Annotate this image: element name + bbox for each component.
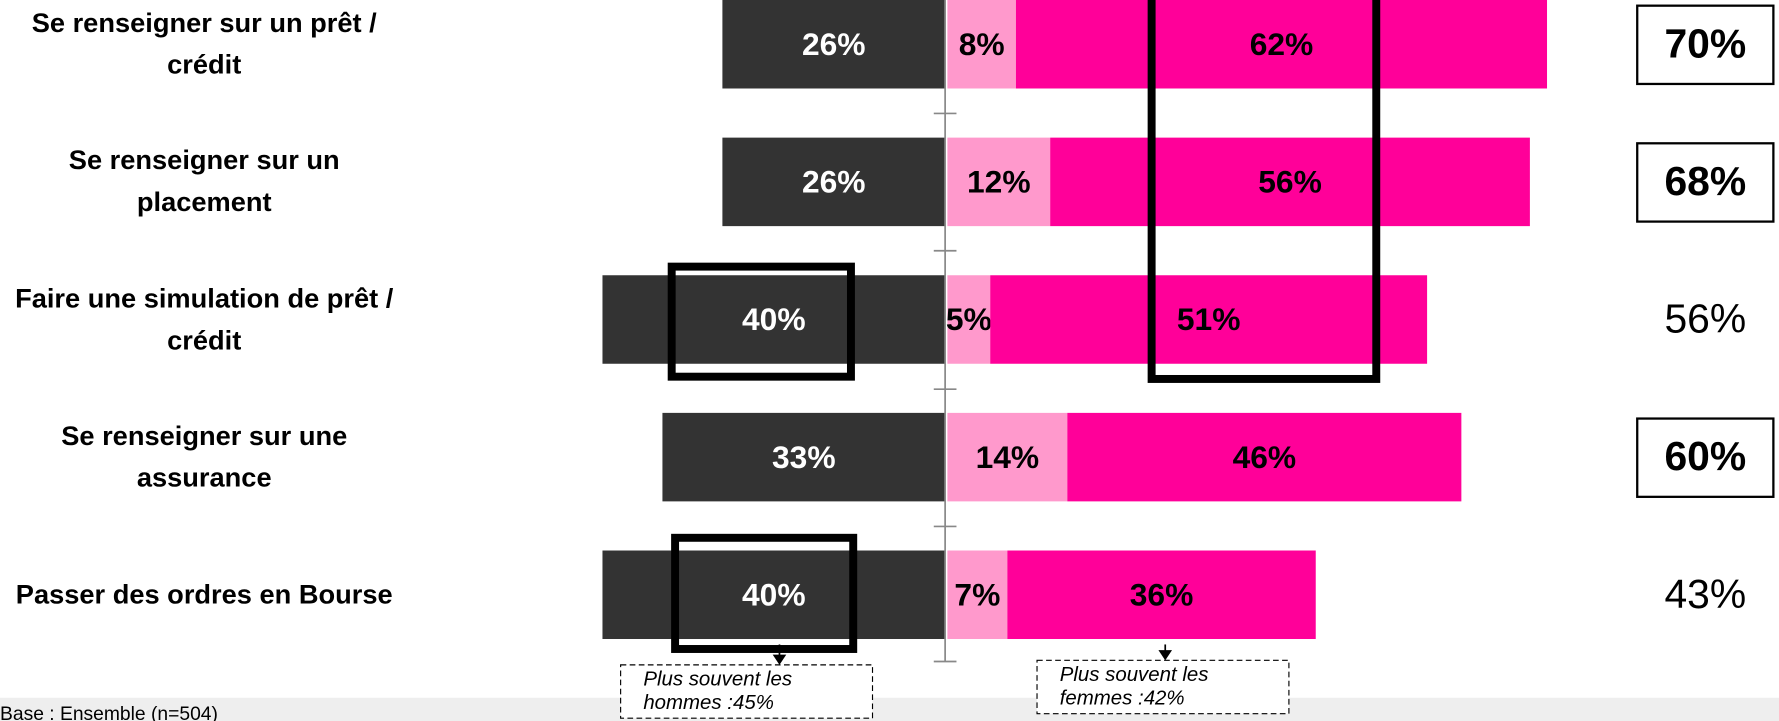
bar-segment bbox=[947, 275, 991, 364]
total-label: 56% bbox=[1664, 296, 1746, 342]
total-box bbox=[1636, 417, 1775, 498]
total-box bbox=[1636, 142, 1775, 223]
value-label: 62% bbox=[1250, 26, 1314, 62]
bar-segment bbox=[662, 412, 946, 502]
footnote: Base : Ensemble (n=504) bbox=[0, 704, 218, 721]
value-label: 12% bbox=[967, 164, 1031, 200]
bar-segment bbox=[1015, 0, 1548, 89]
category-text: Se renseigner sur une assurance bbox=[61, 420, 348, 494]
highlight-box bbox=[1147, 0, 1381, 383]
value-label: 40% bbox=[742, 301, 806, 337]
category-text: Passer des ordres en Bourse bbox=[15, 579, 393, 611]
bar-segment bbox=[602, 550, 946, 640]
value-label: 51% bbox=[1177, 301, 1241, 337]
category-label: Se renseigner sur un placement bbox=[68, 145, 340, 219]
category-label: Se renseigner sur une assurance bbox=[61, 420, 348, 494]
arrow-head bbox=[1158, 650, 1173, 661]
annotation: Plus souvent les femmes :42% bbox=[1059, 662, 1209, 710]
value-label: 56% bbox=[1258, 164, 1322, 200]
value-label: 7% bbox=[954, 576, 1000, 612]
total-label: 43% bbox=[1664, 571, 1746, 617]
category-text: Faire une simulation de prêt / crédit bbox=[15, 283, 394, 356]
value-label: 8% bbox=[959, 26, 1005, 62]
bar-segment bbox=[1050, 137, 1530, 227]
annotation-box bbox=[620, 664, 874, 719]
bar-segment bbox=[602, 275, 946, 364]
annotation: Plus souvent les hommes :45% bbox=[643, 667, 793, 714]
bar-segment bbox=[722, 137, 946, 227]
total-label: 68% bbox=[1664, 158, 1746, 204]
category-text: Se renseigner sur un prêt / crédit bbox=[31, 7, 377, 81]
category-label: Passer des ordres en Bourse bbox=[15, 579, 393, 611]
footer-bg bbox=[0, 697, 1779, 721]
value-label: 5% bbox=[946, 301, 992, 337]
annotation-text: Plus souvent les hommes :45% bbox=[643, 667, 793, 714]
category-label: Se renseigner sur un prêt / crédit bbox=[31, 7, 377, 81]
arrow-head bbox=[772, 654, 787, 665]
highlight-box bbox=[667, 262, 855, 381]
bar-segment bbox=[947, 412, 1068, 502]
bar-segment bbox=[947, 550, 1008, 640]
bar-segment bbox=[947, 0, 1016, 89]
category-text: Se renseigner sur un placement bbox=[68, 145, 340, 219]
category-label: Faire une simulation de prêt / crédit bbox=[15, 283, 394, 356]
value-label: 33% bbox=[772, 439, 836, 475]
bar-segment bbox=[722, 0, 946, 89]
value-label: 26% bbox=[802, 164, 866, 200]
value-label: 26% bbox=[802, 26, 866, 62]
total-label: 60% bbox=[1664, 433, 1746, 479]
value-label: 14% bbox=[976, 439, 1040, 475]
value-label: 36% bbox=[1130, 576, 1194, 612]
total-box bbox=[1636, 4, 1775, 86]
annotation-box bbox=[1036, 659, 1290, 715]
value-label: 46% bbox=[1233, 439, 1297, 475]
annotation-text: Plus souvent les femmes :42% bbox=[1059, 662, 1209, 710]
bar-segment bbox=[1067, 412, 1462, 502]
bar-segment bbox=[990, 275, 1428, 364]
total-label: 70% bbox=[1664, 20, 1746, 66]
highlight-box bbox=[671, 533, 858, 653]
value-label: 40% bbox=[742, 576, 806, 612]
bar-segment bbox=[1007, 550, 1316, 640]
bar-segment bbox=[947, 137, 1051, 227]
axis-ticks bbox=[933, 112, 957, 663]
